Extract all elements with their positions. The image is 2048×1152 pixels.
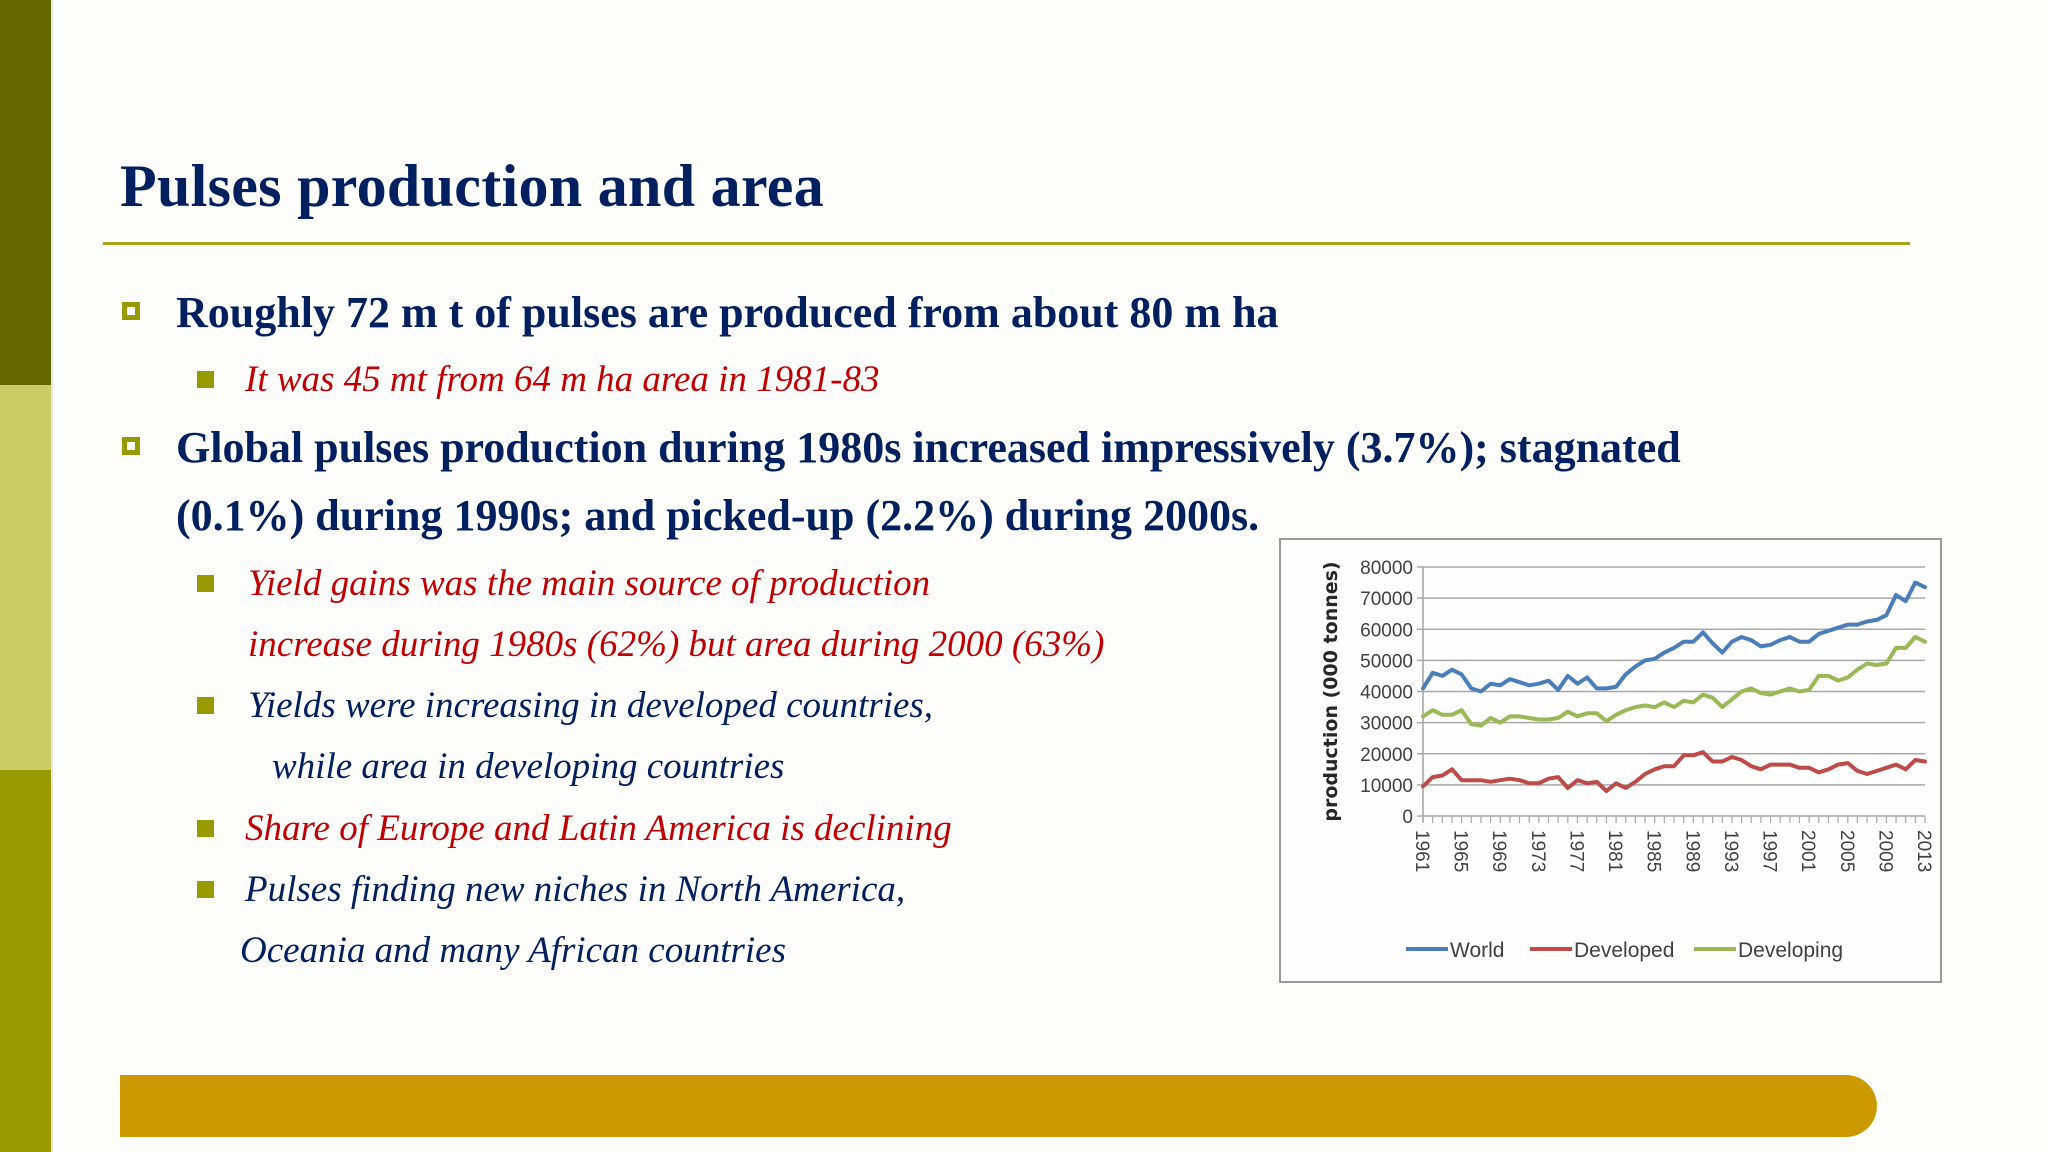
sub-bullet-2-2-line-1: Yields were increasing in developed coun… bbox=[248, 685, 934, 726]
x-tick-label: 1965 bbox=[1450, 830, 1471, 872]
x-tick-label: 1993 bbox=[1720, 830, 1741, 872]
x-tick-label: 1961 bbox=[1411, 830, 1432, 872]
y-tick-label: 80000 bbox=[1360, 558, 1413, 579]
sub-bullet-2-1-line-2: increase during 1980s (62%) but area dur… bbox=[248, 624, 1105, 665]
side-bar-middle bbox=[0, 385, 51, 770]
y-tick-label: 0 bbox=[1402, 807, 1413, 828]
title-underline bbox=[103, 242, 1910, 245]
x-tick-label: 2013 bbox=[1913, 830, 1934, 872]
bullet-2-line-2: (0.1%) during 1990s; and picked-up (2.2%… bbox=[176, 491, 1260, 540]
sub-bullet-2-4-line-1: Pulses finding new niches in North Ameri… bbox=[245, 869, 906, 910]
x-tick-label: 1969 bbox=[1488, 830, 1509, 872]
y-tick-label: 20000 bbox=[1360, 745, 1413, 766]
filled-square-bullet-icon bbox=[197, 820, 214, 837]
filled-square-bullet-icon bbox=[197, 881, 214, 898]
y-tick-label: 40000 bbox=[1360, 683, 1413, 704]
y-tick-label: 50000 bbox=[1360, 651, 1413, 672]
series-line-developing bbox=[1421, 635, 1927, 728]
bottom-decorative-bar bbox=[120, 1075, 1877, 1137]
legend-label-developed: Developed bbox=[1574, 939, 1674, 962]
filled-square-bullet-icon bbox=[197, 371, 214, 388]
x-tick-label: 1973 bbox=[1527, 830, 1548, 872]
sub-bullet-2-1-line-1: Yield gains was the main source of produ… bbox=[248, 563, 931, 604]
y-tick-label: 60000 bbox=[1360, 620, 1413, 641]
sub-bullet-1-1: It was 45 mt from 64 m ha area in 1981-8… bbox=[245, 359, 880, 400]
x-tick-label: 2001 bbox=[1797, 830, 1818, 872]
x-tick-label: 1997 bbox=[1759, 830, 1780, 872]
series-line-developed bbox=[1421, 750, 1927, 794]
side-bar-edge bbox=[51, 0, 53, 1152]
chart-canvas: 0 10000 20000 30000 40000 50000 60000 70000 8000… bbox=[1320, 558, 1934, 962]
bullet-2-line-1: Global pulses production during 1980s in… bbox=[176, 423, 1681, 472]
x-tick-label: 2009 bbox=[1874, 830, 1895, 872]
hollow-square-bullet-icon bbox=[122, 437, 140, 455]
x-tick-label: 2005 bbox=[1836, 830, 1857, 872]
y-tick-label: 10000 bbox=[1360, 776, 1413, 797]
bullet-1-text: Roughly 72 m t of pulses are produced fr… bbox=[176, 288, 1279, 337]
legend-label-developing: Developing bbox=[1738, 939, 1843, 962]
legend-label-world: World bbox=[1450, 939, 1504, 962]
sub-bullet-2-4-line-2: Oceania and many African countries bbox=[240, 930, 787, 971]
hollow-square-bullet-icon bbox=[122, 302, 140, 320]
x-tick-label: 1981 bbox=[1604, 830, 1625, 872]
sub-bullet-2-2-line-2: while area in developing countries bbox=[272, 746, 785, 787]
side-bar-top bbox=[0, 0, 51, 385]
sub-bullet-2-3: Share of Europe and Latin America is dec… bbox=[245, 808, 952, 849]
y-axis-title: production (000 tonnes) bbox=[1320, 561, 1342, 821]
x-tick-label: 1985 bbox=[1643, 830, 1664, 872]
filled-square-bullet-icon bbox=[197, 575, 214, 592]
series-line-world bbox=[1421, 580, 1927, 694]
y-tick-label: 70000 bbox=[1360, 589, 1413, 610]
side-bar-bottom bbox=[0, 770, 51, 1152]
x-tick-label: 1977 bbox=[1565, 830, 1586, 872]
filled-square-bullet-icon bbox=[197, 697, 214, 714]
slide-title: Pulses production and area bbox=[120, 153, 825, 219]
x-tick-label: 1989 bbox=[1681, 830, 1702, 872]
y-tick-label: 30000 bbox=[1360, 714, 1413, 735]
production-line-chart: 0 10000 20000 30000 40000 50000 60000 70000 8000… bbox=[1279, 538, 1942, 983]
